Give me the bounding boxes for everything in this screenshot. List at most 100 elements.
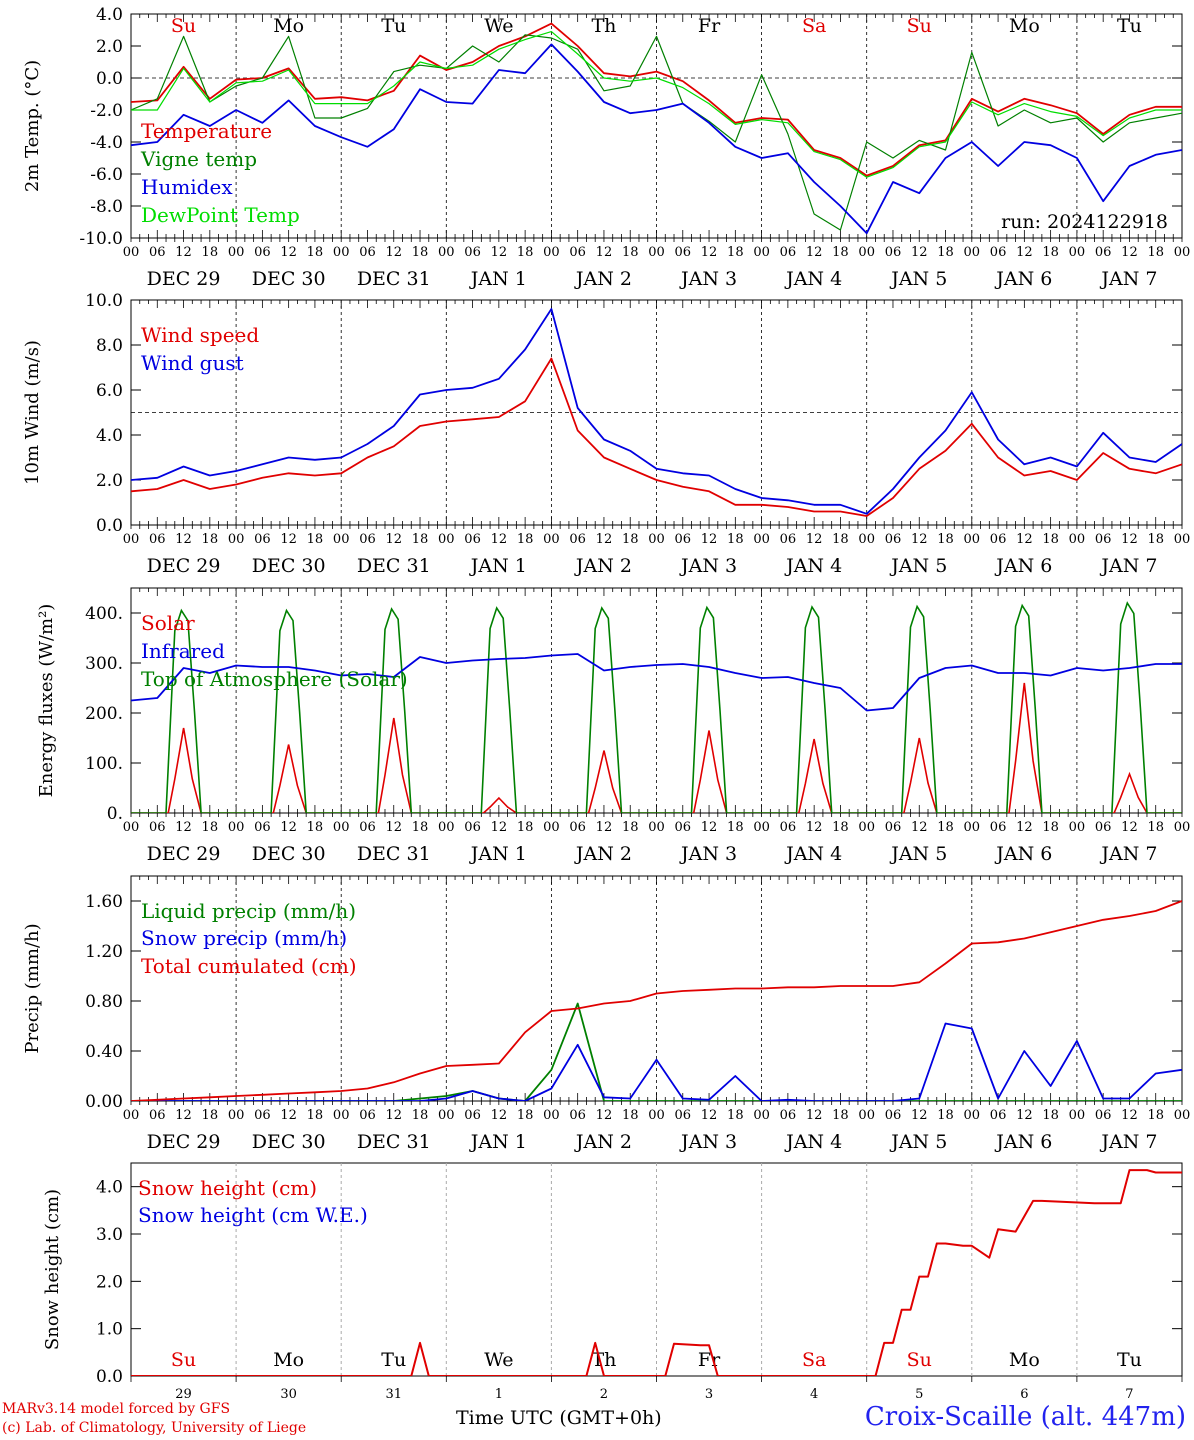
y-tick-label: 300. — [85, 654, 123, 674]
hour-tick-label: 00 — [1174, 532, 1191, 547]
date-label: JAN 2 — [574, 843, 632, 865]
hour-tick-label: 06 — [780, 1108, 797, 1123]
legend-entry: Top of Atmosphere (Solar) — [141, 667, 408, 691]
hour-tick-label: 00 — [1069, 532, 1086, 547]
date-label: DEC 30 — [252, 555, 326, 577]
series-line — [131, 900, 1182, 1101]
day-number-label: 3 — [705, 1387, 713, 1402]
hour-tick-label: 00 — [648, 820, 665, 835]
y-tick-label: 100. — [85, 754, 123, 774]
date-label: JAN 1 — [469, 268, 527, 290]
hour-tick-label: 18 — [622, 532, 639, 547]
y-tick-label: 0.0 — [96, 516, 123, 536]
hour-tick-label: 18 — [307, 820, 324, 835]
hour-tick-label: 06 — [675, 532, 692, 547]
hour-tick-label: 18 — [517, 532, 534, 547]
date-label: DEC 31 — [357, 268, 431, 290]
series-group — [131, 601, 1182, 813]
date-label: JAN 6 — [994, 1131, 1052, 1153]
weekday-label: Tu — [381, 1349, 406, 1371]
date-label: JAN 4 — [784, 268, 842, 290]
hour-tick-label: 00 — [1174, 245, 1191, 260]
y-tick-label: -4.0 — [90, 133, 123, 153]
series-line — [131, 1169, 1182, 1376]
hour-tick-label: 00 — [858, 1108, 875, 1123]
hour-tick-label: 06 — [780, 532, 797, 547]
hour-tick-label: 18 — [832, 820, 849, 835]
hour-tick-label: 06 — [149, 1108, 166, 1123]
y-tick-label: -10.0 — [79, 229, 123, 249]
date-label: JAN 1 — [469, 1131, 527, 1153]
hour-tick-label: 06 — [359, 820, 376, 835]
hour-tick-label: 18 — [1147, 1108, 1164, 1123]
run-label: run: 2024122918 — [1001, 211, 1168, 233]
y-tick-label: -8.0 — [90, 197, 123, 217]
weekday-label: Th — [591, 15, 616, 37]
hour-tick-label: 18 — [937, 532, 954, 547]
series-group — [131, 900, 1182, 1101]
hour-tick-label: 06 — [675, 1108, 692, 1123]
hour-tick-label: 12 — [1016, 532, 1033, 547]
hour-tick-label: 12 — [1121, 245, 1138, 260]
y-tick-label: 200. — [85, 704, 123, 724]
weekday-label: Mo — [1009, 15, 1040, 37]
y-axis-title: Energy fluxes (W/m²) — [36, 604, 57, 798]
hour-tick-label: 00 — [648, 245, 665, 260]
date-label: JAN 5 — [889, 843, 947, 865]
hour-tick-label: 00 — [123, 820, 140, 835]
hour-tick-label: 18 — [832, 245, 849, 260]
date-label: JAN 3 — [679, 843, 737, 865]
hour-tick-label: 12 — [911, 245, 928, 260]
y-tick-label: 1.60 — [85, 892, 123, 912]
legend-entry: Solar — [141, 611, 195, 635]
hour-tick-label: 00 — [333, 820, 350, 835]
weekday-label: Su — [171, 15, 196, 37]
series-line — [131, 1022, 1182, 1101]
hour-tick-label: 00 — [438, 532, 455, 547]
date-label: JAN 2 — [574, 268, 632, 290]
date-label: JAN 7 — [1099, 1131, 1157, 1153]
hour-tick-label: 12 — [491, 532, 508, 547]
date-label: JAN 1 — [469, 843, 527, 865]
day-number-label: 2 — [600, 1387, 608, 1402]
hour-tick-label: 06 — [464, 1108, 481, 1123]
hour-tick-label: 12 — [385, 1108, 402, 1123]
hour-tick-label: 18 — [202, 245, 219, 260]
hour-tick-label: 00 — [438, 245, 455, 260]
hour-tick-label: 00 — [333, 532, 350, 547]
y-tick-label: 0. — [107, 804, 123, 824]
hour-tick-label: 06 — [990, 820, 1007, 835]
lab-credit: (c) Lab. of Climatology, University of L… — [2, 1420, 307, 1436]
series-line — [131, 43, 1182, 235]
day-number-label: 29 — [175, 1387, 192, 1402]
hour-tick-label: 06 — [254, 245, 271, 260]
hour-tick-label: 18 — [307, 245, 324, 260]
hour-tick-label: 06 — [885, 820, 902, 835]
date-label: DEC 29 — [147, 555, 221, 577]
date-label: JAN 6 — [994, 555, 1052, 577]
hour-tick-label: 18 — [517, 1108, 534, 1123]
model-credit: MARv3.14 model forced by GFS — [2, 1401, 231, 1417]
date-label: JAN 6 — [994, 843, 1052, 865]
hour-tick-label: 00 — [543, 820, 560, 835]
hour-tick-label: 12 — [701, 820, 718, 835]
hour-tick-label: 18 — [307, 1108, 324, 1123]
y-tick-label: 4.0 — [96, 5, 123, 25]
hour-tick-label: 00 — [543, 245, 560, 260]
hour-tick-label: 18 — [412, 820, 429, 835]
hour-tick-label: 00 — [228, 245, 245, 260]
y-tick-label: -6.0 — [90, 165, 123, 185]
hour-tick-label: 06 — [254, 1108, 271, 1123]
hour-tick-label: 00 — [753, 1108, 770, 1123]
hour-tick-label: 18 — [727, 245, 744, 260]
hour-tick-label: 00 — [858, 532, 875, 547]
hour-tick-label: 06 — [1095, 1108, 1112, 1123]
y-tick-label: 2.0 — [96, 471, 123, 491]
y-tick-label: 6.0 — [96, 381, 123, 401]
date-label: JAN 5 — [889, 1131, 947, 1153]
date-label: JAN 2 — [574, 1131, 632, 1153]
hour-tick-label: 18 — [307, 532, 324, 547]
day-number-label: 4 — [810, 1387, 818, 1402]
hour-tick-label: 18 — [727, 1108, 744, 1123]
